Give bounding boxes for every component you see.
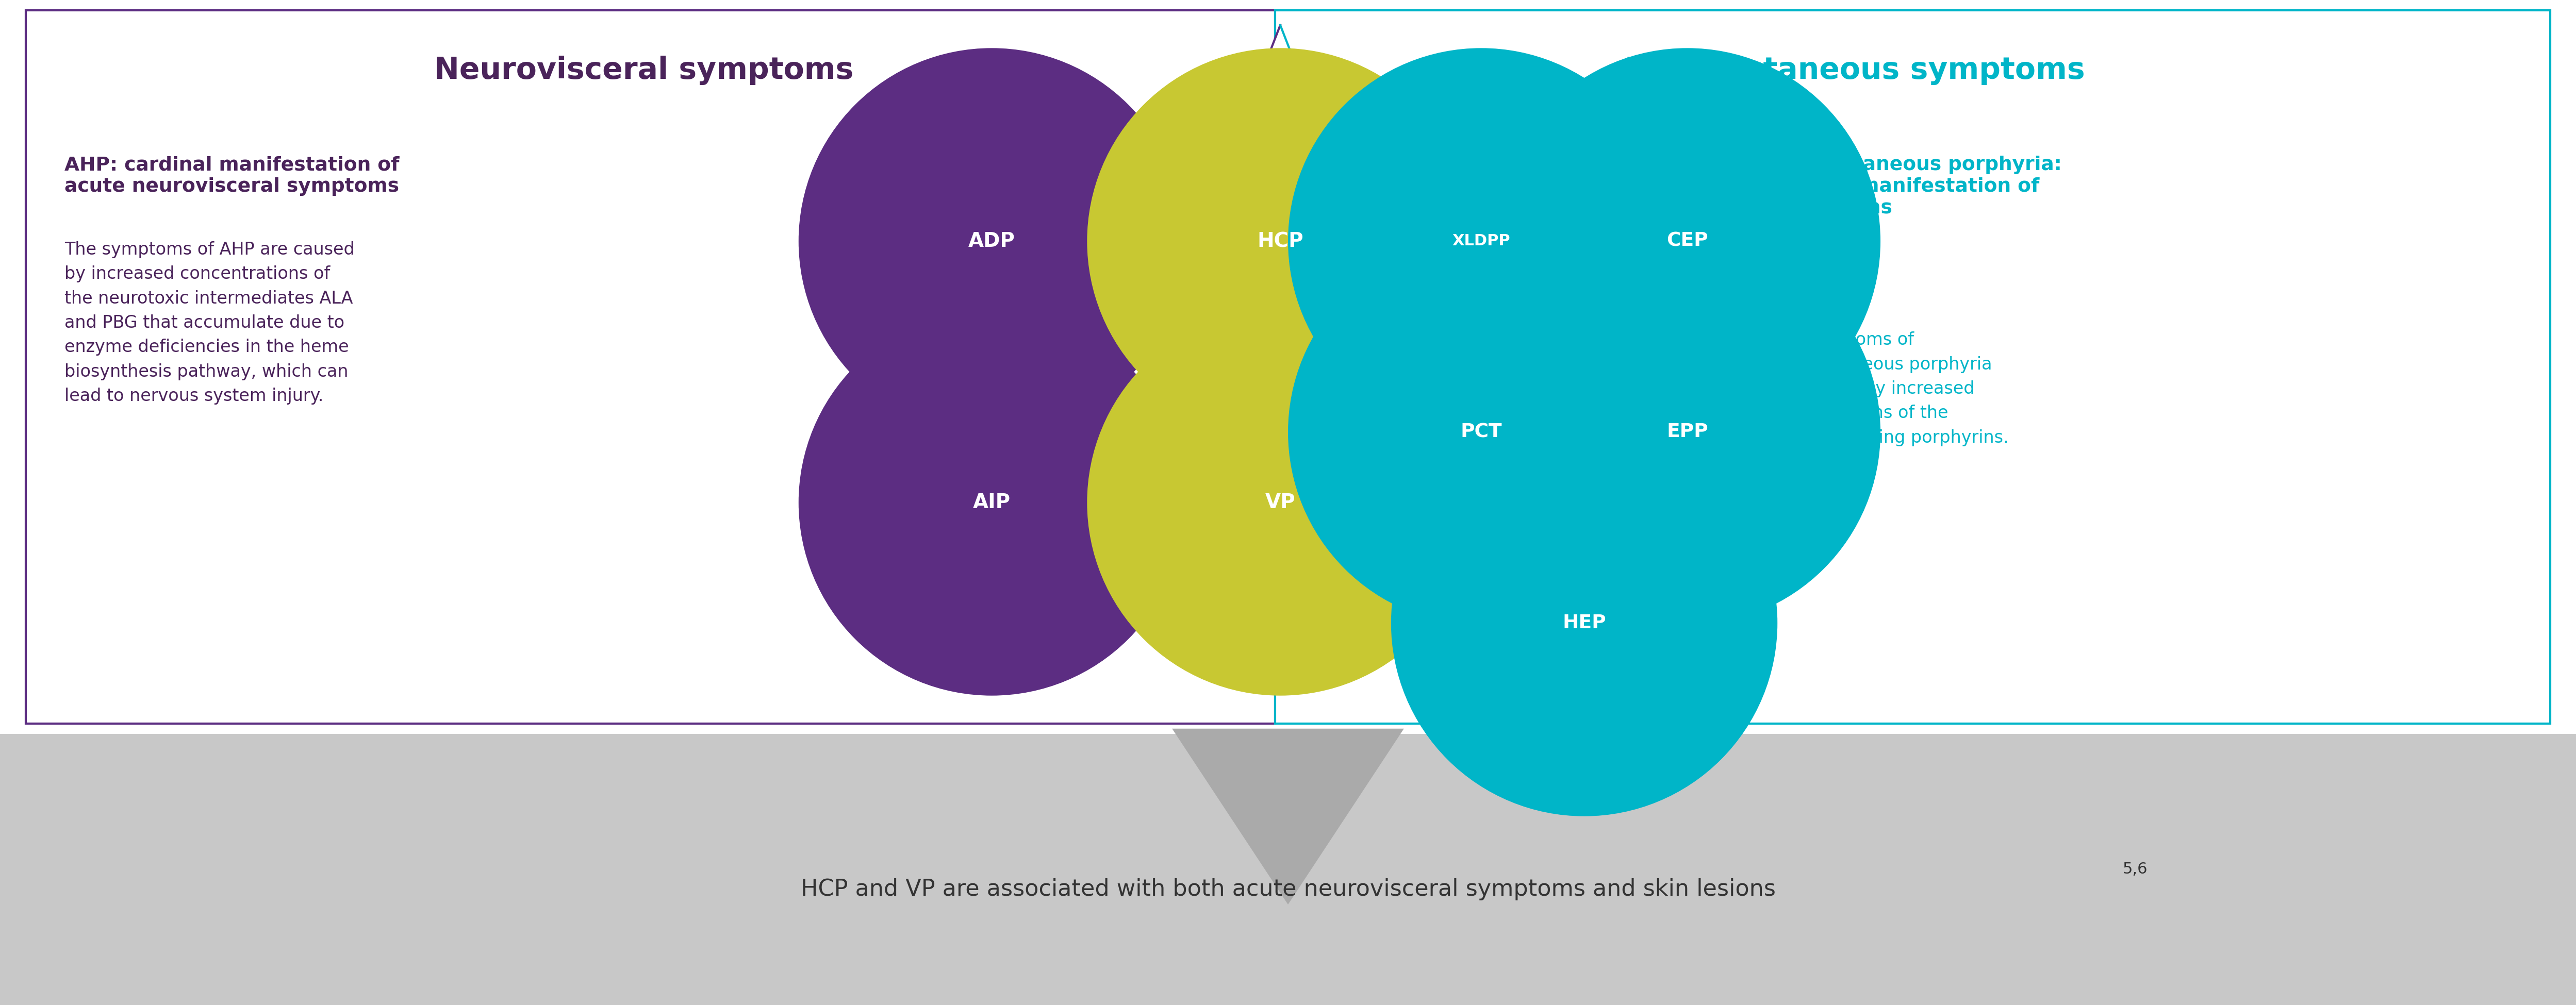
Text: HCP and VP are associated with both acute neurovisceral symptoms and skin lesion: HCP and VP are associated with both acut… <box>801 878 1775 900</box>
FancyBboxPatch shape <box>1275 10 2550 724</box>
Ellipse shape <box>1494 48 1880 434</box>
Ellipse shape <box>1087 48 1473 434</box>
Polygon shape <box>1151 25 1409 688</box>
Text: HEP: HEP <box>1564 614 1605 632</box>
Text: The symptoms of
photocutaneous porphyria
are caused by increased
concentrations : The symptoms of photocutaneous porphyria… <box>1765 332 2009 446</box>
Ellipse shape <box>1494 239 1880 625</box>
FancyBboxPatch shape <box>0 734 2576 1005</box>
Text: Neurovisceral symptoms: Neurovisceral symptoms <box>435 55 853 85</box>
Text: AIP: AIP <box>974 492 1010 513</box>
Ellipse shape <box>799 48 1185 434</box>
Ellipse shape <box>1288 48 1674 434</box>
Text: CEP: CEP <box>1667 232 1708 250</box>
Ellipse shape <box>1087 310 1473 695</box>
Text: The symptoms of AHP are caused
by increased concentrations of
the neurotoxic int: The symptoms of AHP are caused by increa… <box>64 241 355 404</box>
Text: PCT: PCT <box>1461 423 1502 441</box>
Text: HCP: HCP <box>1257 231 1303 251</box>
Ellipse shape <box>799 310 1185 695</box>
Ellipse shape <box>1288 239 1674 625</box>
Text: XLDPP: XLDPP <box>1453 234 1510 248</box>
Text: 5,6: 5,6 <box>2123 862 2148 876</box>
FancyBboxPatch shape <box>26 10 1275 724</box>
Ellipse shape <box>1391 430 1777 816</box>
Polygon shape <box>1172 729 1404 904</box>
Text: Photocutaneous porphyria:
cardinal manifestation of
skin lesions: Photocutaneous porphyria: cardinal manif… <box>1765 156 2061 217</box>
Text: Photocutaneous symptoms: Photocutaneous symptoms <box>1625 55 2084 85</box>
Text: EPP: EPP <box>1667 423 1708 441</box>
Text: ADP: ADP <box>969 231 1015 251</box>
Text: AHP: cardinal manifestation of
acute neurovisceral symptoms: AHP: cardinal manifestation of acute neu… <box>64 156 399 196</box>
Text: VP: VP <box>1265 492 1296 513</box>
